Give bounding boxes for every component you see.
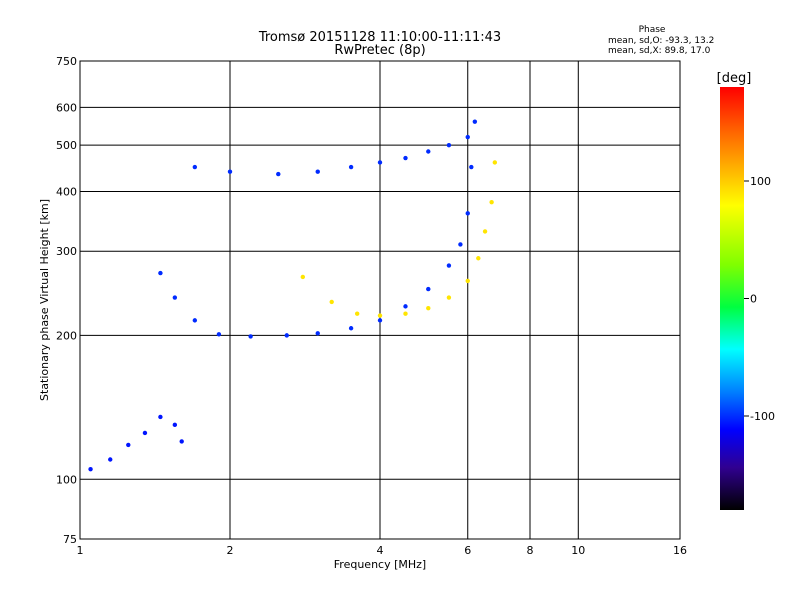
data-point xyxy=(377,318,383,323)
colorbar-tick-label: 100 xyxy=(750,175,771,188)
y-tick-label: 300 xyxy=(56,245,77,258)
data-point xyxy=(315,331,320,336)
data-point xyxy=(108,457,113,462)
data-point xyxy=(426,305,431,311)
colorbar-label: [deg] xyxy=(717,71,752,86)
colorbar-tick-label: -100 xyxy=(750,410,775,423)
data-point xyxy=(489,199,494,205)
data-point xyxy=(126,442,131,448)
data-point xyxy=(142,430,148,436)
x-tick-label: 8 xyxy=(527,544,534,557)
data-point xyxy=(403,311,408,316)
data-point xyxy=(403,304,408,309)
data-point xyxy=(377,313,383,318)
y-tick-label: 100 xyxy=(56,473,77,486)
data-point xyxy=(284,333,289,338)
data-point xyxy=(348,326,354,331)
data-point xyxy=(354,311,360,316)
y-tick-label: 75 xyxy=(63,533,77,546)
x-tick-label: 1 xyxy=(77,544,84,557)
data-point xyxy=(248,334,253,339)
data-point xyxy=(192,164,198,170)
y-tick-label: 400 xyxy=(56,185,77,198)
data-point xyxy=(465,278,470,284)
x-tick-label: 16 xyxy=(673,544,687,557)
data-point xyxy=(465,134,470,140)
x-tick-label: 10 xyxy=(571,544,585,557)
data-point xyxy=(465,211,470,216)
grid-lines xyxy=(80,61,680,539)
y-tick-label: 200 xyxy=(56,329,77,342)
x-tick-label: 6 xyxy=(464,544,471,557)
data-point xyxy=(179,439,184,444)
data-point xyxy=(377,160,383,165)
data-point xyxy=(158,414,163,420)
data-point xyxy=(158,270,163,276)
data-point xyxy=(172,422,178,428)
data-point xyxy=(482,229,488,234)
data-point xyxy=(469,164,474,170)
data-point xyxy=(276,171,281,177)
data-point xyxy=(227,169,233,174)
y-axis-label: Stationary phase Virtual Height [km] xyxy=(38,199,51,401)
x-tick-label: 2 xyxy=(227,544,234,557)
data-points xyxy=(88,119,498,472)
x-tick-label: 4 xyxy=(377,544,384,557)
data-point xyxy=(476,256,481,261)
data-point xyxy=(446,142,452,148)
data-point xyxy=(446,295,452,300)
data-point xyxy=(348,164,354,170)
colorbar xyxy=(720,87,744,510)
data-point xyxy=(472,119,478,124)
data-point xyxy=(300,274,306,280)
data-point xyxy=(446,263,452,268)
x-axis-label: Frequency [MHz] xyxy=(334,558,426,571)
chart-title: Tromsø 20151128 11:10:00-11:11:43 xyxy=(258,30,501,45)
data-point xyxy=(216,332,222,337)
data-point xyxy=(329,299,334,305)
data-point xyxy=(315,169,320,174)
y-tick-label: 750 xyxy=(56,55,77,68)
data-point xyxy=(172,295,178,300)
data-point xyxy=(492,160,498,165)
data-point xyxy=(426,286,431,292)
chart-subtitle: RwPretec (8p) xyxy=(334,43,425,58)
y-tick-label: 600 xyxy=(56,101,77,114)
data-point xyxy=(192,318,198,323)
phase-box-title: Phase xyxy=(639,25,666,35)
data-point xyxy=(88,466,93,472)
plot-frame xyxy=(79,60,681,540)
y-axis-ticks: 75 100 200 300 400 500 600 750 xyxy=(56,55,77,546)
data-point xyxy=(458,242,463,247)
data-point xyxy=(426,149,431,154)
phase-box-line-o: mean, sd,O: -93.3, 13.2 xyxy=(608,36,714,46)
phase-box-line-x: mean, sd,X: 89.8, 17.0 xyxy=(608,46,711,56)
colorbar-ticks: 100 0 -100 xyxy=(744,175,775,423)
y-tick-label: 500 xyxy=(56,139,77,152)
x-axis-ticks: 1 2 4 6 8 10 16 xyxy=(77,544,688,557)
colorbar-tick-label: 0 xyxy=(750,293,757,306)
data-point xyxy=(403,155,408,161)
